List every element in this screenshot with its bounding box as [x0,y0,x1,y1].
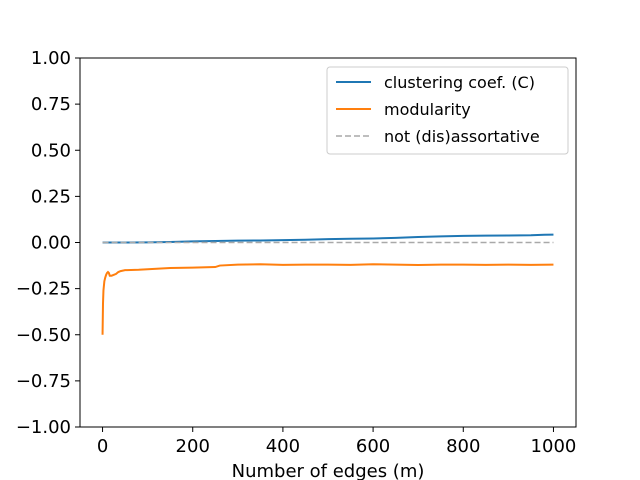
y-tick-label: 1.00 [31,48,71,69]
legend-box [326,66,569,155]
series-line-0 [102,233,554,244]
x-axis-label: Number of edges (m) [232,461,425,480]
y-axis: 1.00 0.75 0.50 0.25 0.00 −0.25 −0.50 −0.75 −1.00 [16,48,80,438]
x-tick-label: 400 [266,436,300,457]
legend-label-2: not (dis)assortative [384,127,540,146]
y-tick-label: 0.75 [31,94,71,115]
legend-label-0: clustering coef. (C) [384,73,535,92]
x-tick-label: 0 [97,436,108,457]
y-tick-label: 0.00 [31,233,71,254]
legend-label-1: modularity [384,100,471,119]
y-tick-label: 0.50 [31,140,71,161]
x-tick-label: 200 [176,436,210,457]
plot-area [79,57,577,428]
series-layer [101,233,554,335]
y-tick-label: 0.25 [31,186,71,207]
x-axis: 0 200 400 600 800 1000 [97,427,577,457]
x-tick-label: 1000 [531,436,577,457]
y-tick-label: −0.50 [16,325,71,346]
x-tick-label: 600 [356,436,390,457]
series-line-1 [101,263,554,335]
y-tick-label: −0.25 [16,279,71,300]
x-tick-label: 800 [446,436,480,457]
legend: clustering coef. (C) modularity not (dis)a… [326,66,569,155]
y-tick-label: −0.75 [16,371,71,392]
y-tick-label: −1.00 [16,417,71,438]
